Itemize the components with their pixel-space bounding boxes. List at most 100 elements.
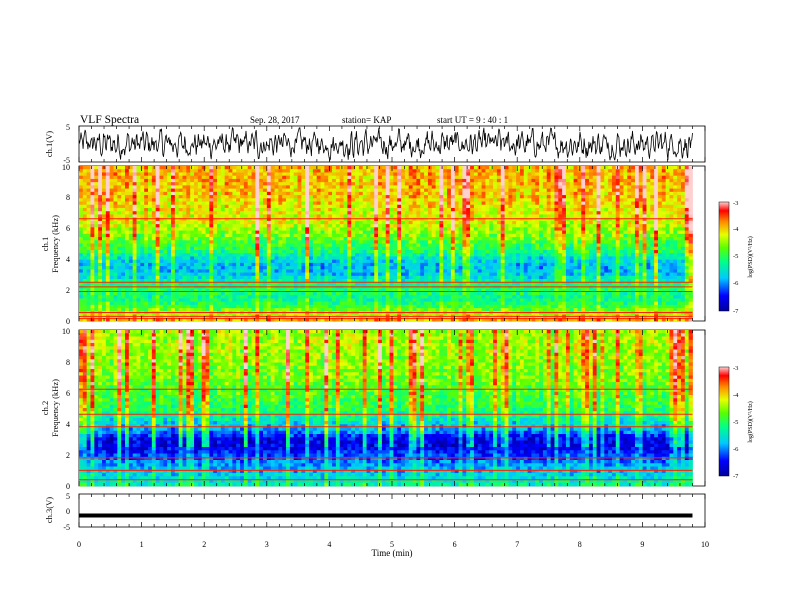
spectrogram-cell <box>297 204 302 209</box>
spectrogram-cell <box>94 240 99 244</box>
spectrogram-cell <box>312 230 318 235</box>
spectrogram-cell <box>136 166 141 170</box>
spectrogram-cell <box>232 169 237 173</box>
spectrogram-cell <box>401 211 406 215</box>
spectrogram-cell <box>362 169 367 173</box>
spectrogram-cell <box>205 317 210 322</box>
spectrogram-cell <box>427 198 433 202</box>
spectrogram-cell <box>136 214 141 219</box>
spectrogram-cell <box>447 253 452 257</box>
spectrogram-cell <box>94 182 99 186</box>
spectrogram-cell <box>197 253 203 257</box>
spectrogram-cell <box>397 240 402 244</box>
spectrogram-cell <box>217 291 222 296</box>
spectrogram-cell <box>232 214 237 219</box>
spectrogram-cell <box>251 224 256 228</box>
spectrogram-cell <box>358 166 364 170</box>
spectrogram-cell <box>305 253 310 257</box>
spectrogram-cell <box>362 272 367 277</box>
spectrogram-cell <box>297 237 302 241</box>
spectrogram-cell <box>447 195 452 199</box>
spectrogram-cell <box>240 291 245 296</box>
spectrogram-cell <box>251 266 256 270</box>
spectrogram-cell <box>102 282 107 286</box>
spectrogram-cell <box>240 214 245 219</box>
spectrogram-cell <box>309 214 314 219</box>
spectrogram-cell <box>174 195 180 199</box>
spectrogram-cell <box>155 220 160 225</box>
spectrogram-cell <box>197 288 203 293</box>
spectrogram-cell <box>462 311 467 315</box>
spectrogram-cell <box>328 288 333 293</box>
spectrogram-cell <box>316 172 321 177</box>
spectrogram-cell <box>236 191 241 196</box>
spectrogram-cell <box>355 182 360 186</box>
spectrogram-cell <box>243 266 249 270</box>
spectrogram-cell <box>94 253 99 257</box>
spectrogram-cell <box>443 198 448 202</box>
spectrogram-cell <box>113 201 118 206</box>
spectrogram-cell <box>305 214 310 219</box>
spectrogram-cell <box>420 166 425 170</box>
spectrogram-cell <box>194 220 199 225</box>
spectrogram-cell <box>132 191 137 196</box>
spectrogram-cell <box>266 220 272 225</box>
spectrogram-cell <box>163 240 168 244</box>
spectrogram-cell <box>270 195 275 199</box>
spectrogram-cell <box>220 178 226 183</box>
spectrogram-cell <box>366 266 371 270</box>
spectrogram-cell <box>320 298 325 303</box>
spectrogram-cell <box>232 266 237 270</box>
spectrogram-cell <box>355 304 360 309</box>
spectrogram-cell <box>128 291 134 296</box>
spectrogram-cell <box>278 237 283 241</box>
spectrogram-cell <box>305 317 310 322</box>
spectrogram-cell <box>236 291 241 296</box>
spectrogram-cell <box>358 256 364 261</box>
spectrogram-cell <box>343 188 348 193</box>
spectrogram-cell <box>102 214 107 219</box>
spectrogram-cell <box>151 282 157 286</box>
spectrogram-cell <box>270 220 275 225</box>
spectrogram-cell <box>128 240 134 244</box>
spectrogram-cell <box>424 288 429 293</box>
spectrogram-cell <box>148 272 153 277</box>
spectrogram-cell <box>217 172 222 177</box>
spectrogram-cell <box>274 188 279 193</box>
spectrogram-cell <box>151 253 157 257</box>
spectrogram-cell <box>335 224 341 228</box>
spectrogram-cell <box>148 175 153 180</box>
spectrogram-cell <box>240 288 245 293</box>
spectrogram-cell <box>374 175 379 180</box>
spectrogram-cell <box>140 288 145 293</box>
spectrogram-cell <box>167 275 172 280</box>
spectrogram-cell <box>163 188 168 193</box>
spectrogram-cell <box>339 230 344 235</box>
spectrogram-cell <box>228 295 233 299</box>
spectrogram-cell <box>109 266 114 270</box>
spectrogram-cell <box>404 262 410 267</box>
spectrogram-cell <box>427 188 433 193</box>
spectrogram-cell <box>217 175 222 180</box>
spectrogram-cell <box>404 198 410 202</box>
spectrogram-cell <box>439 204 444 209</box>
spectrogram-cell <box>286 195 291 199</box>
spectrogram-cell <box>213 246 218 251</box>
spectrogram-cell <box>174 169 180 173</box>
spectrogram-cell <box>343 259 348 264</box>
spectrogram-cell <box>312 308 318 312</box>
spectrogram-cell <box>194 166 199 170</box>
spectrogram-cell <box>370 188 375 193</box>
spectrogram-cell <box>335 308 341 312</box>
spectrogram-cell <box>171 185 176 190</box>
spectrogram-cell <box>155 266 160 270</box>
spectrogram-cell <box>263 304 268 309</box>
spectrogram-cell <box>182 246 187 251</box>
spectrogram-cell <box>82 295 88 299</box>
spectrogram-cell <box>320 220 325 225</box>
spectrogram-cell <box>144 295 149 299</box>
spectrogram-cell <box>209 182 214 186</box>
spectrogram-cell <box>109 269 114 273</box>
spectrogram-cell <box>105 317 111 322</box>
spectrogram-cell <box>174 220 180 225</box>
